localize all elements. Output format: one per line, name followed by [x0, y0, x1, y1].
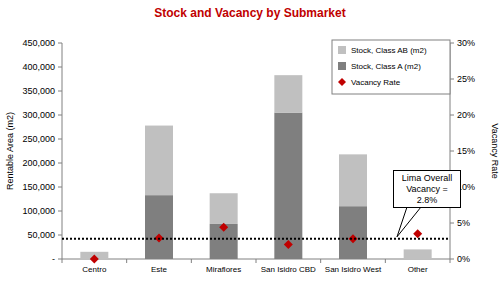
y2-tick — [450, 223, 454, 224]
y2-tick — [450, 115, 454, 116]
x-tick — [126, 259, 127, 263]
x-tick — [191, 259, 192, 263]
bar — [404, 249, 432, 259]
legend-swatch — [338, 62, 346, 70]
y-tick-label: 150,000 — [22, 182, 55, 192]
y2-tick-label: 15% — [457, 146, 475, 156]
y-tick-label: 100,000 — [22, 206, 55, 216]
callout-pointer — [397, 207, 421, 237]
y-tick — [58, 91, 62, 92]
y-tick-label: 400,000 — [22, 62, 55, 72]
x-tick-label: Other — [408, 265, 428, 274]
y-tick — [58, 211, 62, 212]
chart: Stock and Vacancy by Submarket Rentable A… — [0, 0, 500, 288]
bars — [80, 75, 431, 259]
legend-label: Stock, Class A (m2) — [351, 62, 421, 71]
y-tick — [58, 67, 62, 68]
legend-label: Vacancy Rate — [351, 78, 401, 87]
y-tick-label: - — [52, 254, 55, 264]
x-tick-label: San Isidro West — [325, 265, 382, 274]
y-axis-label: Rentable Area (m2) — [5, 112, 15, 190]
legend-label: Stock, Class AB (m2) — [351, 46, 427, 55]
y-tick — [58, 43, 62, 44]
marker — [284, 240, 293, 249]
bar — [339, 154, 367, 206]
y-tick — [58, 235, 62, 236]
y-tick-label: 50,000 — [27, 230, 55, 240]
y-tick-label: 350,000 — [22, 86, 55, 96]
marker — [219, 223, 228, 232]
y2-tick-label: 25% — [457, 74, 475, 84]
y-tick — [58, 115, 62, 116]
x-tick — [62, 259, 63, 263]
bar — [339, 206, 367, 259]
y2-tick — [450, 151, 454, 152]
legend-swatch — [338, 78, 346, 86]
legend: Stock, Class AB (m2) Stock, Class A (m2) V… — [332, 40, 450, 94]
y-tick — [58, 163, 62, 164]
reference-line — [62, 238, 450, 240]
annotation-line-group — [62, 238, 450, 239]
y-tick-label: 450,000 — [22, 38, 55, 48]
y2-tick — [450, 79, 454, 80]
bar — [274, 75, 302, 112]
bar — [274, 113, 302, 259]
bar — [145, 195, 173, 259]
annotation: Lima Overall Vacancy = 2.8% — [393, 170, 461, 208]
x-tick — [385, 259, 386, 263]
legend-box — [332, 40, 450, 94]
y2-tick-label: 0% — [457, 254, 470, 264]
y-tick — [58, 259, 62, 260]
y2-tick — [450, 259, 454, 260]
x-tick — [450, 259, 451, 263]
y2-axis-label: Vacancy Rate — [490, 123, 500, 178]
y2-tick-label: 30% — [457, 38, 475, 48]
bar — [210, 193, 238, 224]
legend-swatch — [338, 46, 346, 54]
title: Stock and Vacancy by Submarket — [154, 6, 345, 20]
y-axis — [62, 43, 63, 259]
x-tick-label: Este — [151, 265, 168, 274]
marker — [413, 229, 422, 238]
y-tick-label: 300,000 — [22, 110, 55, 120]
markers — [90, 223, 422, 264]
marker — [349, 234, 358, 243]
y2-tick — [450, 43, 454, 44]
marker — [90, 255, 99, 264]
y2-tick-label: 20% — [457, 110, 475, 120]
x-tick-label: Miraflores — [206, 265, 241, 274]
x-tick — [256, 259, 257, 263]
y2-tick-label: 5% — [457, 218, 470, 228]
y-tick-label: 250,000 — [22, 134, 55, 144]
bar — [145, 126, 173, 196]
y-tick — [58, 139, 62, 140]
y-tick-label: 200,000 — [22, 158, 55, 168]
x-tick — [320, 259, 321, 263]
x-tick-label: Centro — [82, 265, 107, 274]
x-tick-label: San Isidro CBD — [261, 265, 316, 274]
y-tick — [58, 187, 62, 188]
